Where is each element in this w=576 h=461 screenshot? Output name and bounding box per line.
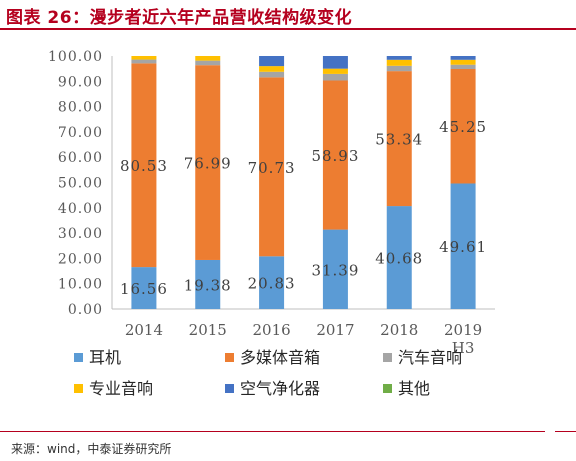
data-label: 80.53 — [120, 157, 168, 175]
bar-segment — [450, 183, 476, 309]
bar-segment — [322, 56, 348, 69]
bar-segment — [131, 59, 157, 64]
data-label-layer: 16.56 80.53 19.38 76.99 20.83 70.73 31.39 58.93… — [120, 118, 487, 298]
legend-swatch — [383, 353, 392, 362]
x-tick-label: H3 — [452, 339, 475, 357]
x-tick-label: 2017 — [316, 321, 354, 339]
legend-swatch — [74, 353, 83, 362]
bar-segment — [450, 64, 476, 70]
y-tick-label: 50.00 — [58, 176, 103, 192]
y-tick-label: 0.00 — [68, 302, 103, 318]
bar-segment — [450, 59, 476, 65]
y-tick-label: 30.00 — [58, 226, 103, 242]
legend-label: 其他 — [398, 379, 430, 398]
x-tick-label: 2018 — [380, 321, 418, 339]
y-tick-label: 80.00 — [58, 100, 103, 116]
bar-segment — [322, 229, 348, 309]
data-label: 76.99 — [184, 155, 232, 173]
bar-segment — [131, 267, 157, 309]
bar-segment — [195, 56, 221, 61]
x-tick-label: 2019 — [444, 321, 482, 339]
footer-rule-end — [555, 431, 576, 432]
axis-layer: 0.00 10.00 20.00 30.00 40.00 50.00 60.00 70.00 8… — [48, 49, 495, 357]
bar-segment — [386, 59, 412, 66]
title-rule — [0, 28, 576, 30]
data-label: 31.39 — [311, 261, 359, 279]
bar-segment — [322, 80, 348, 230]
y-tick-label: 90.00 — [58, 74, 103, 90]
bar-segment — [131, 56, 157, 60]
legend-label: 空气净化器 — [240, 379, 320, 398]
bar-segment — [450, 69, 476, 184]
bar-segment — [386, 56, 412, 60]
legend-swatch — [74, 384, 83, 393]
data-label: 45.25 — [439, 118, 487, 136]
bar-segment — [386, 206, 412, 309]
data-label: 49.61 — [439, 238, 487, 256]
legend-swatch — [225, 353, 234, 362]
y-tick-label: 20.00 — [58, 251, 103, 267]
data-label: 53.34 — [375, 131, 423, 149]
bar-segment — [259, 71, 285, 78]
data-label: 58.93 — [311, 147, 359, 165]
bar-segment — [259, 77, 285, 257]
legend-label: 汽车音响 — [398, 348, 462, 367]
data-label: 20.83 — [248, 275, 296, 293]
y-tick-label: 10.00 — [58, 277, 103, 293]
bar-segment — [195, 65, 221, 260]
y-tick-label: 70.00 — [58, 125, 103, 141]
bar-layer — [131, 56, 476, 309]
bar-segment — [259, 56, 285, 67]
bar-segment — [259, 66, 285, 72]
bar-segment — [259, 256, 285, 309]
legend-swatch — [383, 384, 392, 393]
bar-segment — [322, 68, 348, 74]
bar-segment — [386, 65, 412, 72]
stacked-bar-chart: 0.00 10.00 20.00 30.00 40.00 50.00 60.00 70.00 8… — [48, 49, 495, 398]
bar-segment — [386, 71, 412, 207]
bar-segment — [322, 73, 348, 81]
y-tick-label: 40.00 — [58, 201, 103, 217]
footer-rule — [0, 431, 545, 432]
x-tick-label: 2016 — [252, 321, 290, 339]
source-note: 来源：wind，中泰证券研究所 — [11, 442, 172, 456]
x-tick-label: 2015 — [189, 321, 227, 339]
chart-title: 图表 26：漫步者近六年产品营收结构级变化 — [6, 8, 353, 28]
bar-segment — [195, 259, 221, 309]
legend-swatch — [225, 384, 234, 393]
legend-label: 耳机 — [89, 348, 121, 367]
data-label: 19.38 — [184, 276, 232, 294]
x-tick-label: 2014 — [125, 321, 163, 339]
data-label: 70.73 — [248, 159, 296, 177]
legend-label: 多媒体音箱 — [240, 348, 320, 367]
bar-segment — [450, 56, 476, 60]
data-label: 40.68 — [375, 250, 423, 268]
bar-segment — [131, 63, 157, 268]
data-label: 16.56 — [120, 280, 168, 298]
y-tick-label: 60.00 — [58, 150, 103, 166]
y-tick-label: 100.00 — [48, 49, 103, 65]
legend-label: 专业音响 — [89, 379, 153, 398]
bar-segment — [195, 60, 221, 66]
